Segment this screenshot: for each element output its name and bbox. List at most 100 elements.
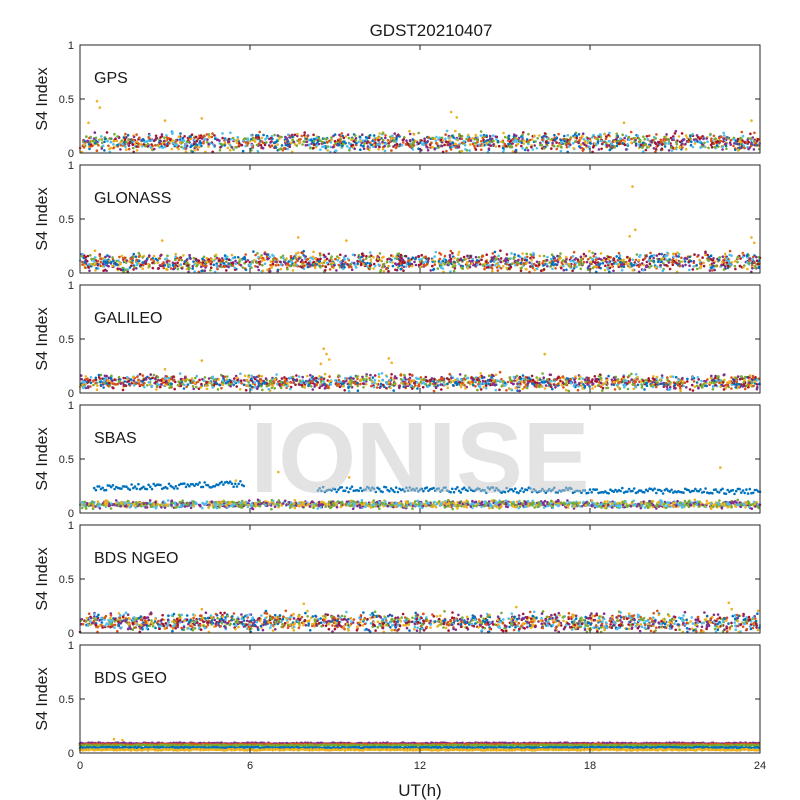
data-point bbox=[229, 263, 232, 267]
data-point bbox=[378, 145, 381, 149]
data-point bbox=[649, 251, 652, 255]
data-point bbox=[698, 258, 701, 262]
data-point bbox=[307, 143, 311, 146]
data-point bbox=[93, 131, 97, 134]
data-point bbox=[399, 253, 403, 257]
data-point bbox=[280, 263, 283, 266]
data-point bbox=[136, 375, 139, 379]
data-point bbox=[708, 269, 712, 272]
data-point bbox=[698, 137, 701, 141]
data-points bbox=[78, 99, 761, 154]
data-point bbox=[488, 140, 492, 144]
data-point bbox=[93, 260, 96, 263]
data-point bbox=[179, 132, 182, 135]
data-point bbox=[291, 257, 295, 260]
data-point bbox=[276, 380, 280, 384]
data-point bbox=[531, 148, 535, 151]
data-point bbox=[743, 146, 746, 150]
data-point bbox=[280, 377, 284, 380]
data-point bbox=[525, 259, 529, 262]
data-point bbox=[127, 138, 130, 141]
data-point bbox=[693, 142, 697, 145]
data-point bbox=[670, 149, 674, 152]
data-point bbox=[451, 251, 454, 255]
data-point bbox=[382, 255, 385, 259]
data-point bbox=[84, 258, 88, 262]
data-point bbox=[235, 141, 239, 144]
data-point bbox=[372, 143, 376, 147]
data-point bbox=[513, 379, 516, 382]
data-point bbox=[312, 377, 316, 381]
data-point bbox=[562, 386, 565, 389]
data-point bbox=[365, 377, 368, 381]
data-point bbox=[161, 146, 164, 150]
data-point bbox=[672, 252, 675, 256]
data-point bbox=[382, 262, 386, 266]
y-tick-label: 0.5 bbox=[59, 214, 74, 226]
data-point bbox=[371, 380, 374, 384]
data-point bbox=[663, 135, 666, 139]
data-point bbox=[200, 144, 203, 148]
data-point bbox=[203, 376, 207, 379]
data-point bbox=[384, 134, 387, 137]
data-point bbox=[298, 379, 302, 383]
data-point bbox=[525, 261, 528, 265]
data-point bbox=[163, 145, 166, 149]
data-point bbox=[106, 261, 109, 265]
data-point bbox=[178, 372, 182, 375]
data-point bbox=[153, 139, 156, 142]
data-point bbox=[164, 384, 167, 387]
data-point bbox=[666, 383, 670, 386]
data-point bbox=[591, 260, 595, 264]
data-point bbox=[754, 142, 758, 145]
data-point bbox=[104, 255, 107, 259]
data-point bbox=[655, 385, 658, 389]
data-point bbox=[546, 381, 550, 384]
data-point bbox=[412, 133, 416, 136]
data-point bbox=[460, 141, 464, 145]
data-point bbox=[375, 143, 379, 147]
data-point bbox=[87, 143, 91, 146]
data-point bbox=[323, 145, 326, 148]
data-point bbox=[505, 266, 508, 270]
data-point bbox=[407, 265, 411, 268]
data-point bbox=[422, 143, 425, 147]
data-point bbox=[627, 138, 631, 141]
data-point bbox=[628, 380, 632, 384]
data-point bbox=[745, 141, 748, 144]
data-point bbox=[310, 385, 313, 388]
data-point bbox=[594, 265, 597, 269]
data-point bbox=[110, 374, 113, 378]
data-point bbox=[266, 268, 269, 272]
data-point bbox=[192, 260, 195, 263]
data-point bbox=[286, 268, 289, 271]
data-point bbox=[151, 266, 155, 270]
data-point bbox=[454, 146, 458, 149]
data-point bbox=[358, 135, 362, 139]
data-point bbox=[423, 139, 426, 143]
data-point bbox=[396, 266, 400, 269]
data-point bbox=[449, 136, 452, 139]
data-point bbox=[148, 134, 151, 137]
data-point bbox=[100, 141, 104, 145]
data-point bbox=[404, 254, 408, 258]
data-point bbox=[660, 374, 664, 377]
data-point bbox=[457, 253, 460, 256]
data-point bbox=[317, 137, 321, 140]
data-point bbox=[177, 135, 181, 138]
data-point bbox=[573, 378, 576, 382]
data-point bbox=[451, 141, 455, 145]
data-point bbox=[372, 267, 376, 270]
data-point bbox=[751, 258, 755, 261]
data-point bbox=[108, 255, 111, 258]
data-point bbox=[712, 257, 715, 260]
data-point bbox=[636, 134, 640, 138]
data-point bbox=[747, 140, 750, 144]
data-point bbox=[306, 265, 310, 269]
data-point bbox=[706, 140, 709, 143]
data-point bbox=[466, 254, 469, 258]
data-point bbox=[311, 375, 315, 378]
data-point bbox=[460, 134, 464, 138]
data-point bbox=[603, 256, 606, 260]
data-point bbox=[250, 149, 253, 152]
